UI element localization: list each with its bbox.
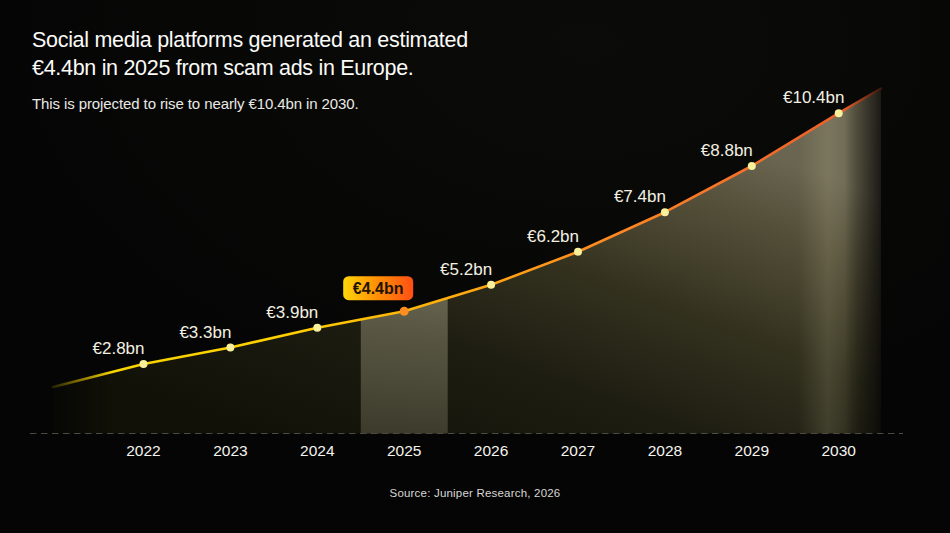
x-axis-label-2023: 2023 — [213, 442, 247, 459]
data-point-2023 — [226, 344, 234, 352]
data-point-2024 — [313, 324, 321, 332]
data-point-2027 — [574, 248, 582, 256]
value-label-2027: €6.2bn — [527, 227, 579, 246]
x-axis-label-2026: 2026 — [474, 442, 508, 459]
x-axis-label-2028: 2028 — [648, 442, 682, 459]
data-point-2028 — [661, 208, 669, 216]
x-axis-label-2025: 2025 — [387, 442, 421, 459]
area-glow-streak — [798, 95, 858, 434]
highlight-year-band — [361, 298, 448, 434]
value-label-2023: €3.3bn — [179, 323, 231, 342]
data-point-2029 — [748, 162, 756, 170]
x-axis-label-2029: 2029 — [735, 442, 769, 459]
highlight-badge: €4.4bn — [343, 276, 413, 300]
data-point-2022 — [140, 360, 148, 368]
x-axis-label-2022: 2022 — [126, 442, 160, 459]
value-label-2029: €8.8bn — [701, 141, 753, 160]
value-label-2022: €2.8bn — [93, 339, 145, 358]
x-axis-label-2030: 2030 — [821, 442, 856, 459]
highlight-badge-label: €4.4bn — [353, 280, 404, 297]
value-label-2024: €3.9bn — [266, 303, 318, 322]
data-point-2025 — [400, 307, 409, 316]
value-label-2030: €10.4bn — [783, 88, 844, 107]
infographic-canvas: Social media platforms generated an esti… — [0, 0, 950, 533]
value-label-2026: €5.2bn — [440, 260, 492, 279]
x-axis-label-2027: 2027 — [561, 442, 595, 459]
data-point-2026 — [487, 281, 495, 289]
source-note: Source: Juniper Research, 2026 — [0, 487, 950, 499]
x-axis-label-2024: 2024 — [300, 442, 335, 459]
revenue-area-chart: €2.8bn €3.3bn €3.9bn €4.4bn €5.2bn €6.2bn €7.4… — [0, 0, 950, 533]
data-point-2030 — [835, 109, 843, 117]
value-label-2028: €7.4bn — [614, 187, 666, 206]
